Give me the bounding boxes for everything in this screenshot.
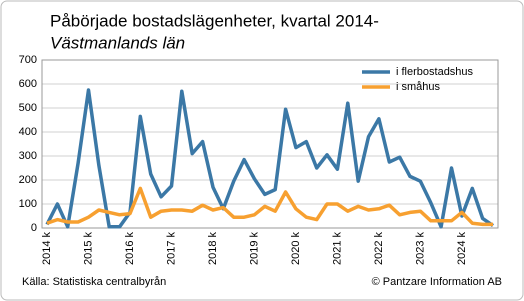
x-tick-label: 2023 k xyxy=(414,232,426,266)
chart-title: Påbörjade bostadslägenheter, kvartal 201… xyxy=(50,11,379,30)
x-tick-label: 2019 k xyxy=(248,232,260,266)
chart-subtitle: Västmanlands län xyxy=(50,33,185,52)
x-tick-label: 2024 k xyxy=(456,232,468,266)
x-tick-label: 2018 k xyxy=(207,232,219,266)
x-tick-label: 2022 k xyxy=(373,232,385,266)
x-tick-label: 2015 k xyxy=(82,232,94,266)
plot-border xyxy=(41,59,499,229)
x-tick-label: 2014 k xyxy=(41,232,53,266)
y-tick-label: 300 xyxy=(19,150,37,162)
legend-label: i flerbostadshus xyxy=(396,66,474,78)
x-tick-label: 2016 k xyxy=(124,232,136,266)
y-tick-label: 0 xyxy=(31,222,37,234)
series-line xyxy=(46,186,493,227)
copyright: © Pantzare Information AB xyxy=(372,276,502,288)
source: Källa: Statistiska centralbyrån xyxy=(22,276,166,288)
y-tick-label: 100 xyxy=(19,198,37,210)
y-tick-label: 500 xyxy=(19,102,37,114)
y-tick-label: 400 xyxy=(19,126,37,138)
series-line xyxy=(45,88,494,229)
x-tick-label: 2021 k xyxy=(331,232,343,266)
y-tick-label: 600 xyxy=(19,78,37,90)
y-tick-label: 200 xyxy=(19,174,37,186)
x-tick-label: 2020 k xyxy=(290,232,302,266)
y-tick-label: 700 xyxy=(19,54,37,66)
x-tick-label: 2017 k xyxy=(165,232,177,266)
legend-label: i småhus xyxy=(396,81,441,93)
